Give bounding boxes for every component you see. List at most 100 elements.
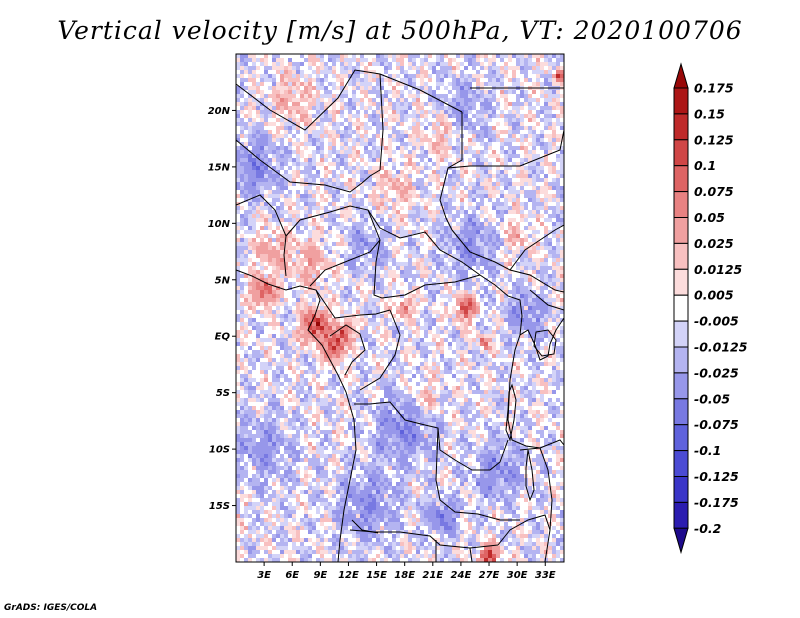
field-cell [292,94,296,98]
field-cell [520,190,524,194]
field-cell [416,126,420,130]
field-cell [372,262,376,266]
field-cell [396,246,400,250]
field-cell [380,238,384,242]
field-cell [548,150,552,154]
field-cell [240,118,244,122]
field-cell [368,190,372,194]
field-cell [488,66,492,70]
field-cell [344,130,348,134]
field-cell [332,118,336,122]
field-cell [312,218,316,222]
field-cell [312,290,316,294]
field-cell [264,230,268,234]
field-cell [336,246,340,250]
field-cell [540,178,544,182]
field-cell [280,78,284,82]
field-cell [312,222,316,226]
field-cell [364,126,368,130]
field-cell [384,226,388,230]
field-cell [384,82,388,86]
field-cell [292,174,296,178]
field-cell [304,278,308,282]
field-cell [252,130,256,134]
field-cell [464,122,468,126]
field-cell [336,82,340,86]
field-cell [452,138,456,142]
field-cell [304,202,308,206]
field-cell [480,290,484,294]
field-cell [440,278,444,282]
field-cell [296,286,300,290]
field-cell [336,214,340,218]
field-cell [328,182,332,186]
field-cell [272,226,276,230]
field-cell [336,106,340,110]
field-cell [256,290,260,294]
field-cell [376,210,380,214]
field-cell [276,130,280,134]
field-cell [352,62,356,66]
field-cell [344,286,348,290]
field-cell [428,74,432,78]
field-cell [520,210,524,214]
field-cell [288,134,292,138]
field-cell [252,162,256,166]
field-cell [436,158,440,162]
field-cell [480,206,484,210]
field-cell [348,74,352,78]
field-cell [320,266,324,270]
field-cell [356,222,360,226]
field-cell [472,158,476,162]
field-cell [500,246,504,250]
field-cell [400,234,404,238]
field-cell [524,190,528,194]
field-cell [476,290,480,294]
field-cell [368,194,372,198]
field-cell [420,154,424,158]
field-cell [240,278,244,282]
field-cell [368,82,372,86]
field-cell [476,294,480,298]
field-cell [360,242,364,246]
field-cell [484,190,488,194]
field-cell [464,166,468,170]
field-cell [440,254,444,258]
field-cell [356,110,360,114]
field-cell [332,154,336,158]
field-cell [472,54,476,58]
field-cell [352,234,356,238]
field-cell [480,230,484,234]
field-cell [276,62,280,66]
field-cell [456,238,460,242]
field-cell [364,294,368,298]
field-cell [504,230,508,234]
field-cell [236,294,240,298]
field-cell [396,62,400,66]
field-cell [552,70,556,74]
field-cell [408,278,412,282]
field-cell [488,114,492,118]
field-cell [244,114,248,118]
field-cell [384,194,388,198]
field-cell [444,126,448,130]
field-cell [468,114,472,118]
field-cell [440,250,444,254]
field-cell [344,62,348,66]
field-cell [352,210,356,214]
field-cell [424,174,428,178]
field-cell [400,86,404,90]
field-cell [372,86,376,90]
field-cell [488,190,492,194]
field-cell [560,174,564,178]
field-cell [272,286,276,290]
field-cell [396,94,400,98]
field-cell [428,86,432,90]
field-cell [436,134,440,138]
field-cell [236,274,240,278]
field-cell [288,110,292,114]
field-cell [444,54,448,58]
field-cell [520,270,524,274]
field-cell [412,214,416,218]
field-cell [252,214,256,218]
